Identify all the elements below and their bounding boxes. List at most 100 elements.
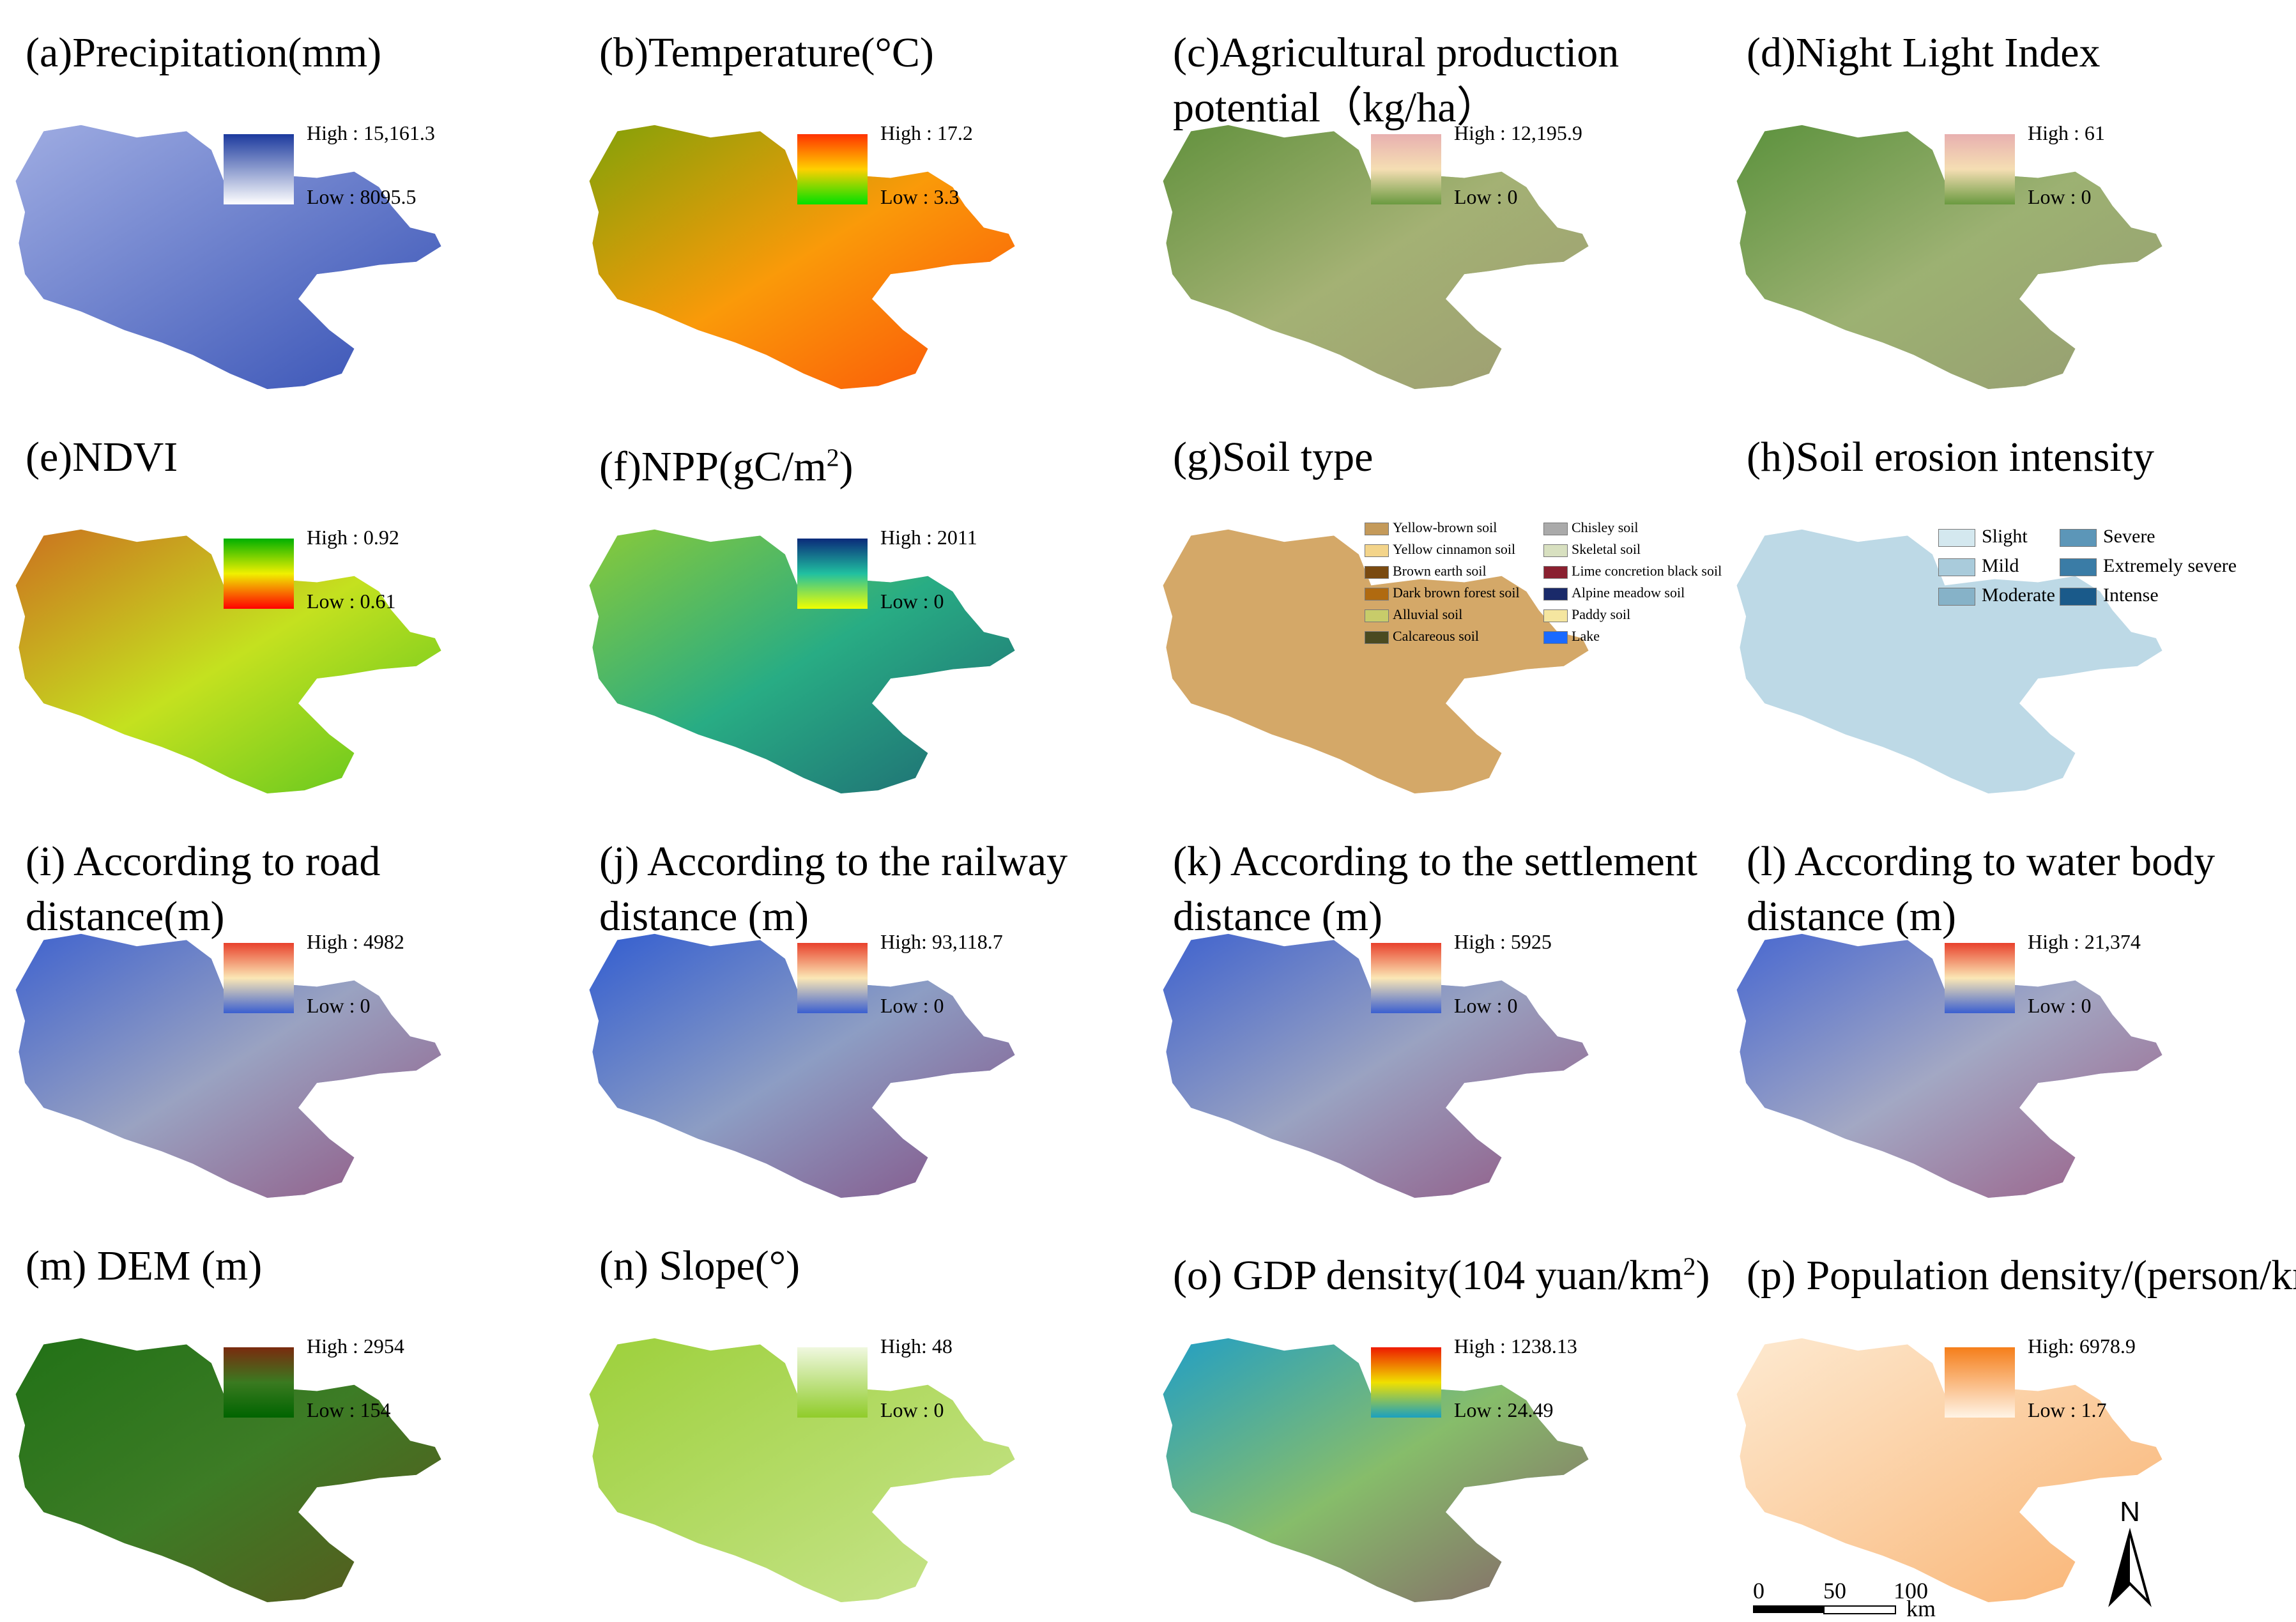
legend-swatch <box>1543 565 1568 579</box>
panel-title-line1: (l) According to water body <box>1747 838 2216 885</box>
legend-ramp <box>797 1347 868 1418</box>
panel-title-line2: distance (m) <box>1173 893 1383 940</box>
legend-low: Low : 0 <box>1454 185 1518 208</box>
legend-high: High: 93,118.7 <box>880 930 1003 953</box>
soil-legend-item: Skeletal soil <box>1543 541 1641 558</box>
legend-label: Lime concretion black soil <box>1572 563 1722 579</box>
erosion-legend-item: Extremely severe <box>2060 555 2237 577</box>
legend-low: Low : 0 <box>2028 994 2092 1017</box>
north-arrow-half <box>2111 1533 2130 1603</box>
legend-ramp <box>1945 134 2015 204</box>
legend-ramp <box>224 134 294 204</box>
legend-label: Chisley soil <box>1572 519 1639 535</box>
legend-swatch <box>1543 587 1568 601</box>
soil-legend-item: Paddy soil <box>1543 606 1630 623</box>
legend-low: Low : 0 <box>307 994 371 1017</box>
legend-low: Low : 3.3 <box>880 185 960 208</box>
legend-high: High : 4982 <box>307 930 404 953</box>
legend-high: High : 0.92 <box>307 526 399 549</box>
legend-label: Alpine meadow soil <box>1572 585 1685 601</box>
legend-label: Yellow-brown soil <box>1393 519 1497 535</box>
legend-swatch <box>1365 565 1389 579</box>
scale-bar: 0 50 100 km <box>1753 1577 1964 1621</box>
legend-label: Calcareous soil <box>1393 628 1480 644</box>
soil-legend-item: Lake <box>1543 628 1600 645</box>
panel-title: (g)Soil type <box>1173 434 1374 480</box>
panel-l: (l) According to water body distance (m) H… <box>1721 809 2295 1213</box>
panel-k: (k) According to the settlement distance … <box>1147 809 1721 1213</box>
panel-title-line2: potential（kg/ha） <box>1173 84 1499 131</box>
panel-title-line1: (i) According to road <box>26 838 381 885</box>
panel-p: (p) Population density/(person/km2) High:… <box>1721 1213 2296 1621</box>
panel-title-line2: distance (m) <box>599 893 809 940</box>
panel-j: (j) According to the railway distance (m)… <box>574 809 1147 1213</box>
panel-title-line1: (c)Agricultural production <box>1173 29 1619 76</box>
panel-title: (n) Slope(°) <box>599 1243 800 1289</box>
panel-title: (p) Population density/(person/km2) <box>1747 1252 2296 1299</box>
soil-legend-item: Lime concretion black soil <box>1543 563 1722 579</box>
panel-m: (m) DEM (m) High : 2954 Low : 154 <box>0 1213 574 1618</box>
legend-swatch <box>1543 631 1568 644</box>
legend-high: High : 15,161.3 <box>307 121 435 144</box>
panel-d: (d)Night Light Index High : 61 Low : 0 <box>1721 0 2295 404</box>
map-g <box>1163 529 1589 794</box>
legend-ramp <box>224 1347 294 1418</box>
legend-ramp <box>797 539 868 609</box>
panel-title: (a)Precipitation(mm) <box>26 29 382 76</box>
legend-high: High : 17.2 <box>880 121 973 144</box>
legend-swatch <box>1365 544 1389 557</box>
legend-swatch <box>1543 544 1568 557</box>
panel-title: (h)Soil erosion intensity <box>1747 434 2154 480</box>
panel-a: (a)Precipitation(mm) High : 15,161.3 Low :… <box>0 0 574 404</box>
panel-i: (i) According to road distance(m) High : 4… <box>0 809 574 1213</box>
legend-swatch <box>1543 522 1568 535</box>
panel-e: (e)NDVI High : 0.92 Low : 0.61 <box>0 404 574 809</box>
legend-label: Dark brown forest soil <box>1393 585 1520 601</box>
legend-high: High : 61 <box>2028 121 2105 144</box>
legend-low: Low : 0 <box>880 590 944 613</box>
legend-high: High : 1238.13 <box>1454 1335 1577 1358</box>
erosion-legend-item: Slight <box>1938 526 2028 547</box>
soil-legend-item: Chisley soil <box>1543 519 1639 536</box>
legend-high: High : 2954 <box>307 1335 404 1358</box>
panel-title-line1: (k) According to the settlement <box>1173 838 1698 885</box>
legend-low: Low : 0 <box>880 994 944 1017</box>
panel-g: (g)Soil type Yellow-brown soil Yellow cinn… <box>1147 404 1722 809</box>
scale-unit: km <box>1906 1596 1936 1621</box>
legend-ramp <box>797 134 868 204</box>
legend-ramp <box>1371 1347 1441 1418</box>
panel-c: (c)Agricultural production potential（kg/h… <box>1147 0 1721 404</box>
legend-ramp <box>1371 134 1441 204</box>
legend-high: High : 2011 <box>880 526 977 549</box>
legend-label: Skeletal soil <box>1572 541 1641 557</box>
legend-label: Lake <box>1572 628 1600 644</box>
legend-label: Brown earth soil <box>1393 563 1487 579</box>
panel-n: (n) Slope(°) High: 48 Low : 0 <box>574 1213 1147 1618</box>
scale-tick: 0 <box>1753 1578 1764 1603</box>
legend-ramp <box>224 539 294 609</box>
legend-swatch <box>1365 631 1389 644</box>
soil-legend-item: Yellow-brown soil <box>1365 519 1497 536</box>
soil-legend-item: Yellow cinnamon soil <box>1365 541 1515 558</box>
legend-high: High: 48 <box>880 1335 953 1358</box>
panel-title: (c)Agricultural production potential（kg/h… <box>1173 26 1619 135</box>
legend-low: Low : 24.49 <box>1454 1398 1554 1421</box>
legend-swatch <box>1938 588 1975 606</box>
legend-label: Moderate <box>1982 585 2055 606</box>
scale-tick: 50 <box>1823 1578 1846 1603</box>
legend-label: Extremely severe <box>2103 555 2237 576</box>
legend-low: Low : 1.7 <box>2028 1398 2107 1421</box>
legend-label: Slight <box>1982 526 2028 547</box>
legend-swatch <box>1938 529 1975 547</box>
legend-label: Yellow cinnamon soil <box>1393 541 1516 557</box>
panel-title: (k) According to the settlement distance … <box>1173 834 1697 944</box>
panel-title: (d)Night Light Index <box>1747 29 2101 76</box>
legend-label: Severe <box>2103 526 2155 547</box>
north-arrow-icon: N <box>2108 1496 2152 1607</box>
panel-title: (l) According to water body distance (m) <box>1747 834 2215 944</box>
north-label: N <box>2120 1496 2140 1527</box>
legend-low: Low : 8095.5 <box>307 185 417 208</box>
legend-low: Low : 0.61 <box>307 590 396 613</box>
scale-segment <box>1753 1605 1823 1613</box>
panel-title: (j) According to the railway distance (m) <box>599 834 1068 944</box>
